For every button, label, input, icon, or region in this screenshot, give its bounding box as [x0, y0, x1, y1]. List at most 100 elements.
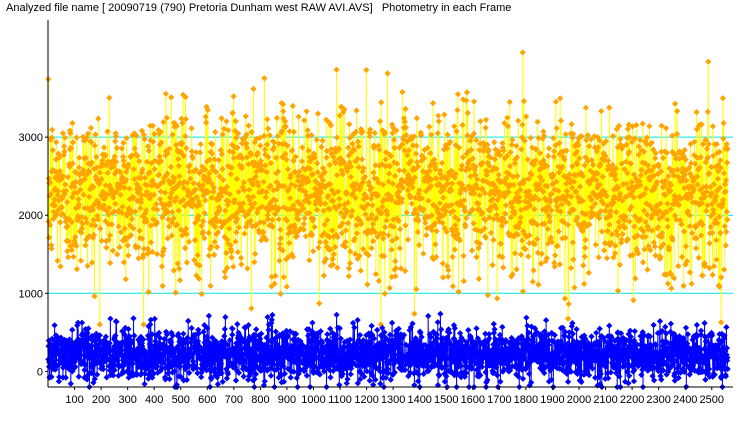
series-1-point — [159, 282, 166, 290]
series-1-point — [113, 158, 120, 165]
series-1-point — [223, 249, 230, 257]
series-1-point — [158, 263, 166, 270]
series-1-point — [198, 222, 205, 229]
series-1-point — [688, 280, 695, 287]
series-1-point — [721, 266, 728, 273]
series-2-point — [682, 324, 690, 331]
series-2-point — [287, 374, 294, 381]
series-1-point — [64, 223, 71, 230]
series-1-point — [434, 130, 441, 137]
series-1-point — [211, 251, 218, 259]
series-1-point — [69, 119, 76, 127]
series-1-point — [166, 145, 173, 152]
series-1-point — [143, 218, 150, 226]
series-1-point — [460, 277, 467, 285]
series-1-point — [225, 198, 232, 205]
series-1-point — [72, 233, 79, 241]
series-1-point — [117, 169, 124, 176]
series-1-point — [114, 251, 121, 258]
series-1-point — [686, 269, 694, 276]
series-1-point — [250, 85, 257, 93]
series-1-point — [371, 129, 378, 137]
series-1-point — [201, 235, 208, 242]
series-2-point — [223, 375, 231, 382]
series-1-point — [468, 247, 476, 254]
series-2-point — [351, 324, 358, 331]
series-1-point — [300, 226, 307, 233]
series-1-point — [609, 132, 617, 140]
series-1-point — [207, 282, 214, 290]
series-1-point — [257, 142, 264, 149]
series-1-point — [128, 215, 136, 223]
series-1-point — [166, 199, 174, 206]
series-1-point — [219, 131, 226, 138]
series-1-point — [188, 125, 195, 132]
series-1-point — [141, 174, 149, 182]
series-1-point — [226, 191, 234, 198]
series-1-point — [304, 127, 311, 134]
series-1-point — [112, 133, 120, 140]
series-1-point — [164, 150, 171, 157]
series-1-point — [184, 179, 191, 186]
series-1-point — [105, 204, 113, 212]
series-1-point — [51, 202, 59, 209]
series-1-point — [515, 117, 522, 124]
series-1-point — [519, 121, 526, 128]
series-1-point — [346, 260, 354, 267]
series-1-point — [264, 215, 271, 223]
series-1-point — [182, 133, 189, 140]
series-1-point — [106, 94, 113, 102]
series-1-point — [202, 113, 209, 120]
series-1-point — [54, 257, 61, 264]
series-1-point — [295, 113, 302, 120]
series-1-point — [164, 235, 171, 242]
series-2-point — [388, 319, 396, 327]
series-1-point — [565, 300, 572, 308]
series-1-point — [110, 194, 117, 201]
series-1-point — [80, 191, 87, 198]
series-1-point — [205, 188, 212, 196]
series-1-point — [330, 251, 338, 258]
series-1-point — [143, 207, 150, 214]
series-2-point — [240, 373, 247, 380]
series-1-point — [92, 222, 99, 229]
series-1-point — [525, 253, 532, 260]
series-1-point — [319, 137, 326, 144]
series-1-point — [333, 134, 341, 141]
series-1-point — [189, 154, 196, 162]
series-1-point — [193, 149, 200, 156]
series-1-point — [553, 125, 560, 132]
series-1-point — [77, 186, 84, 193]
series-1-point — [57, 263, 64, 270]
series-1-point — [454, 106, 461, 114]
series-1-point — [140, 321, 147, 328]
series-1-point — [169, 131, 176, 138]
series-1-point — [91, 293, 98, 300]
series-1-point — [212, 168, 220, 176]
series-1-point — [322, 238, 329, 246]
series-2-point — [113, 318, 120, 325]
series-1-point — [203, 119, 210, 126]
series-1-point — [46, 221, 54, 229]
series-2-point — [221, 332, 228, 340]
series-1-point — [310, 248, 317, 255]
series-1-point — [580, 280, 588, 288]
series-1-point — [301, 214, 308, 222]
series-1-point — [163, 114, 171, 122]
series-1-point — [162, 90, 170, 97]
series-2-point — [366, 377, 373, 384]
series-1-point — [168, 94, 175, 101]
series-1-point — [66, 163, 73, 170]
series-1-point — [73, 242, 80, 250]
series-1-point — [180, 196, 187, 203]
series-1-point — [222, 207, 229, 214]
series-1-point — [211, 238, 218, 246]
series-1-point — [402, 105, 409, 113]
series-1-point — [138, 199, 145, 206]
series-1-point — [346, 121, 353, 128]
series-1-point — [175, 207, 182, 214]
series-1-point — [86, 193, 93, 200]
series-1-point — [75, 201, 82, 208]
series-1-point — [58, 204, 65, 211]
